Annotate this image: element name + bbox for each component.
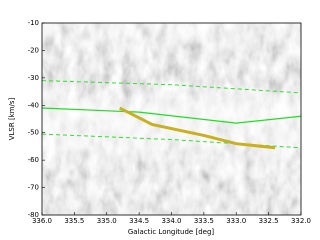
y-tick-label: -60 — [28, 156, 39, 164]
data-line — [42, 133, 301, 149]
y-tick-label: -80 — [28, 211, 39, 219]
y-tick-label: -30 — [28, 74, 39, 82]
lines — [42, 80, 301, 150]
x-tick-label: 335.0 — [97, 217, 117, 225]
y-tick-label: -40 — [28, 101, 39, 109]
x-tick-label: 334.5 — [129, 217, 149, 225]
y-tick-label: -50 — [28, 129, 39, 137]
x-tick-label: 332.0 — [291, 217, 311, 225]
x-tick-label: 332.5 — [259, 217, 279, 225]
y-tick-label: -10 — [28, 19, 39, 27]
data-line — [119, 106, 276, 150]
emission-band — [42, 23, 301, 215]
x-tick-label: 336.0 — [32, 217, 52, 225]
x-tick-label: 334.0 — [161, 217, 181, 225]
x-tick-label: 333.5 — [194, 217, 214, 225]
data-line — [42, 107, 301, 124]
intensity-image — [42, 23, 301, 215]
y-axis-label: VLSR [km/s] — [8, 97, 16, 140]
x-tick-label: 335.5 — [64, 217, 84, 225]
y-tick-label: -20 — [28, 46, 39, 54]
y-tick-label: -70 — [28, 184, 39, 192]
data-line — [42, 80, 301, 94]
x-axis-label: Galactic Longitude [deg] — [128, 228, 215, 236]
x-tick-label: 333.0 — [226, 217, 246, 225]
